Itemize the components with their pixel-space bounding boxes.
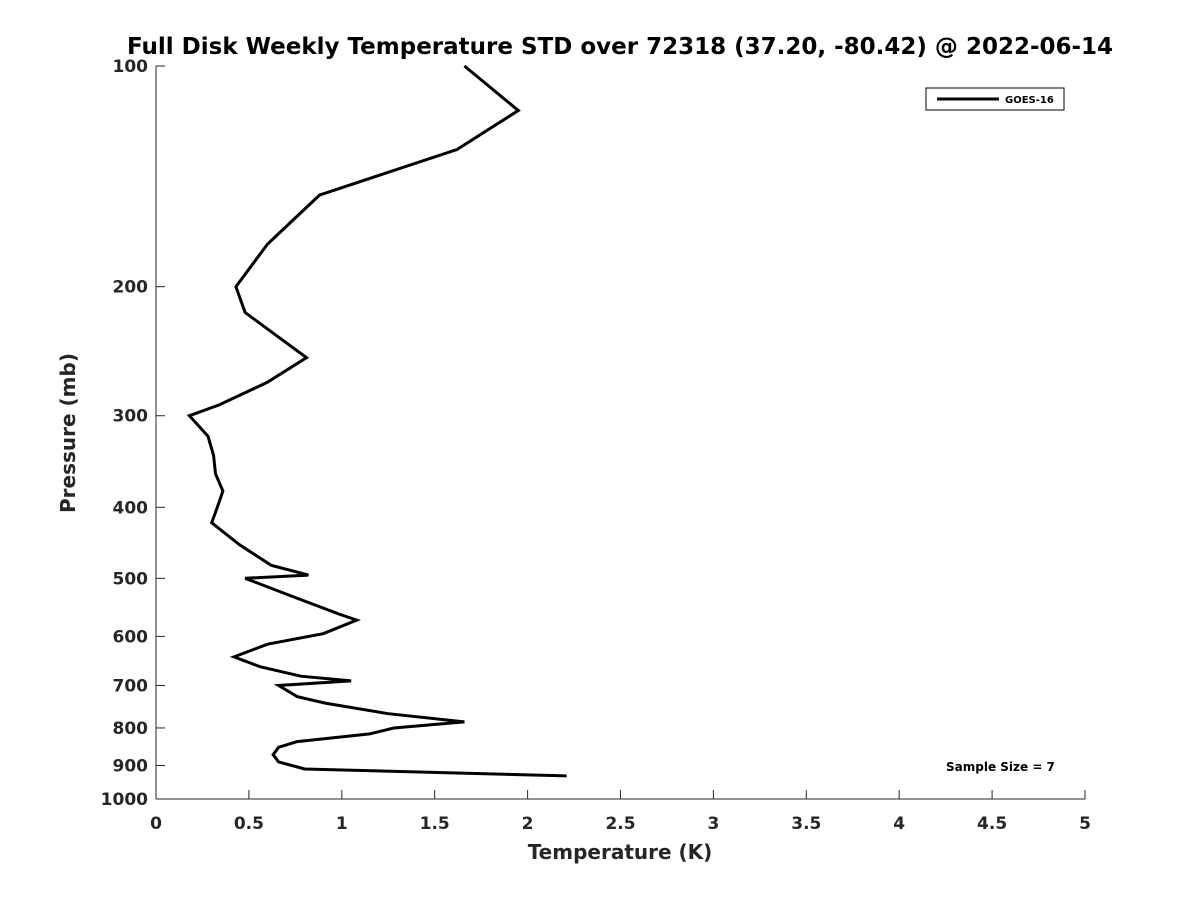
y-tick-label: 1000 [101,790,148,810]
x-tick-label: 0 [150,814,162,834]
x-tick-label: 5 [1079,814,1091,834]
axes: 0 0.5 1 1.5 2 2.5 3 3.5 4 4.5 5 100 200 300 400 500 600 7… [101,57,1091,834]
y-tick-label: 900 [113,756,149,776]
y-tick-label: 300 [113,407,149,427]
legend-label-goes16: GOES-16 [1005,95,1054,106]
series-line-goes-16 [186,64,567,778]
plot-area [156,66,1085,799]
sample-size-annotation: Sample Size = 7 [946,760,1055,774]
chart-title: Full Disk Weekly Temperature STD over 72… [127,34,1113,60]
x-tick-label: 4 [893,814,905,834]
y-axis-label: Pressure (mb) [56,353,80,513]
x-tick-label: 2 [522,814,534,834]
series-layer [186,64,567,778]
y-tick-label: 600 [113,627,149,647]
x-axis-label: Temperature (K) [528,840,713,864]
y-tick-label: 500 [113,569,149,589]
legend: GOES-16 [925,87,1065,111]
y-tick-label: 200 [113,278,149,298]
x-tick-label: 2.5 [605,814,635,834]
y-tick-label: 800 [113,719,149,739]
x-tick-label: 3.5 [791,814,821,834]
x-tick-label: 1.5 [420,814,450,834]
x-tick-label: 1 [336,814,348,834]
x-tick-label: 3 [707,814,719,834]
y-tick-label: 700 [113,676,149,696]
x-tick-label: 4.5 [977,814,1007,834]
x-tick-label: 0.5 [234,814,264,834]
y-tick-label: 400 [113,498,149,518]
y-tick-label: 100 [113,57,149,77]
